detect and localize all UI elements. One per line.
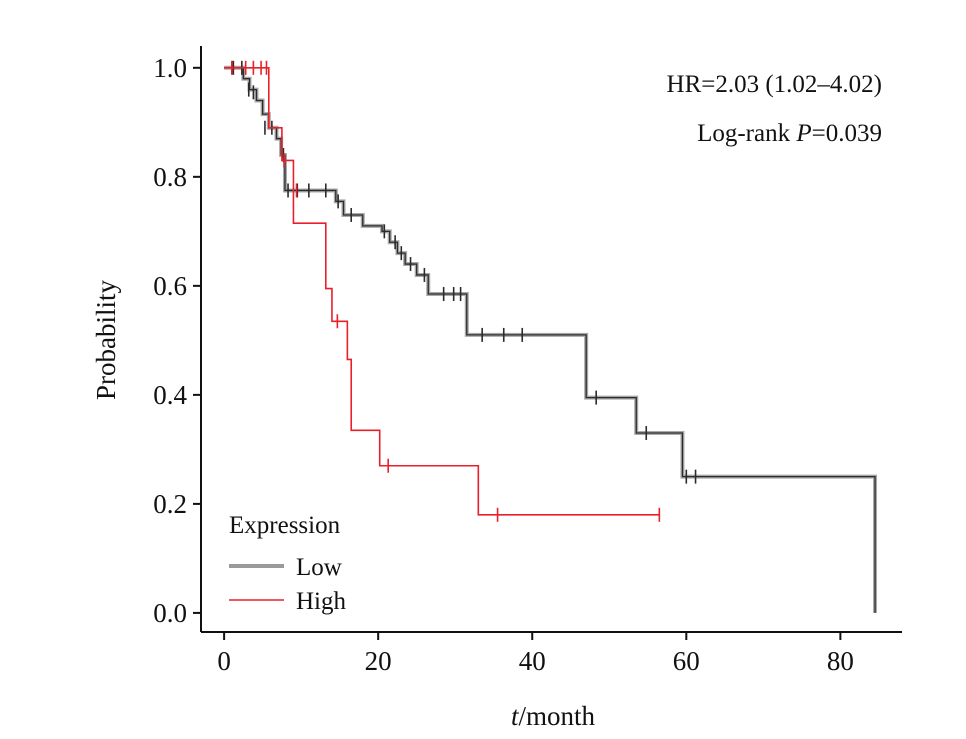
y-tick-label: 0.6 <box>153 271 187 301</box>
chart-legend: Expression Low High <box>229 512 347 615</box>
chart-ticks: 0 20 40 60 80 0.0 0.2 0.4 0.6 0.8 1.0 <box>153 53 854 676</box>
y-axis-title: Probability <box>91 280 121 400</box>
x-tick-label: 60 <box>673 646 700 676</box>
series-line-low <box>224 67 876 613</box>
legend-label-high: High <box>296 588 347 615</box>
chart-axes <box>200 46 902 633</box>
logrank-prefix: Log-rank <box>697 120 796 147</box>
x-tick-label: 20 <box>365 646 392 676</box>
series-low <box>224 60 878 613</box>
logrank-annotation: Log-rank P=0.039 <box>697 120 882 147</box>
x-tick-label: 0 <box>217 646 231 676</box>
x-tick-label: 40 <box>519 646 546 676</box>
y-tick-label: 0.0 <box>153 598 187 628</box>
y-tick-label: 1.0 <box>153 53 187 83</box>
x-axis-title-italic: t <box>511 701 520 731</box>
chart-series <box>224 60 878 613</box>
y-tick-label: 0.2 <box>153 489 187 519</box>
x-axis-title: t/month <box>511 701 596 731</box>
y-tick-label: 0.8 <box>153 162 187 192</box>
x-tick-label: 80 <box>827 646 854 676</box>
hazard-ratio-annotation: HR=2.03 (1.02–4.02) <box>667 71 882 98</box>
series-line-high <box>224 67 660 516</box>
logrank-p-symbol: P <box>795 120 811 147</box>
x-axis-title-rest: /month <box>519 701 596 731</box>
logrank-p-value: =0.039 <box>812 120 882 147</box>
series-high <box>224 60 661 522</box>
legend-title: Expression <box>229 512 341 539</box>
y-tick-label: 0.4 <box>153 380 187 410</box>
legend-label-low: Low <box>296 554 342 581</box>
